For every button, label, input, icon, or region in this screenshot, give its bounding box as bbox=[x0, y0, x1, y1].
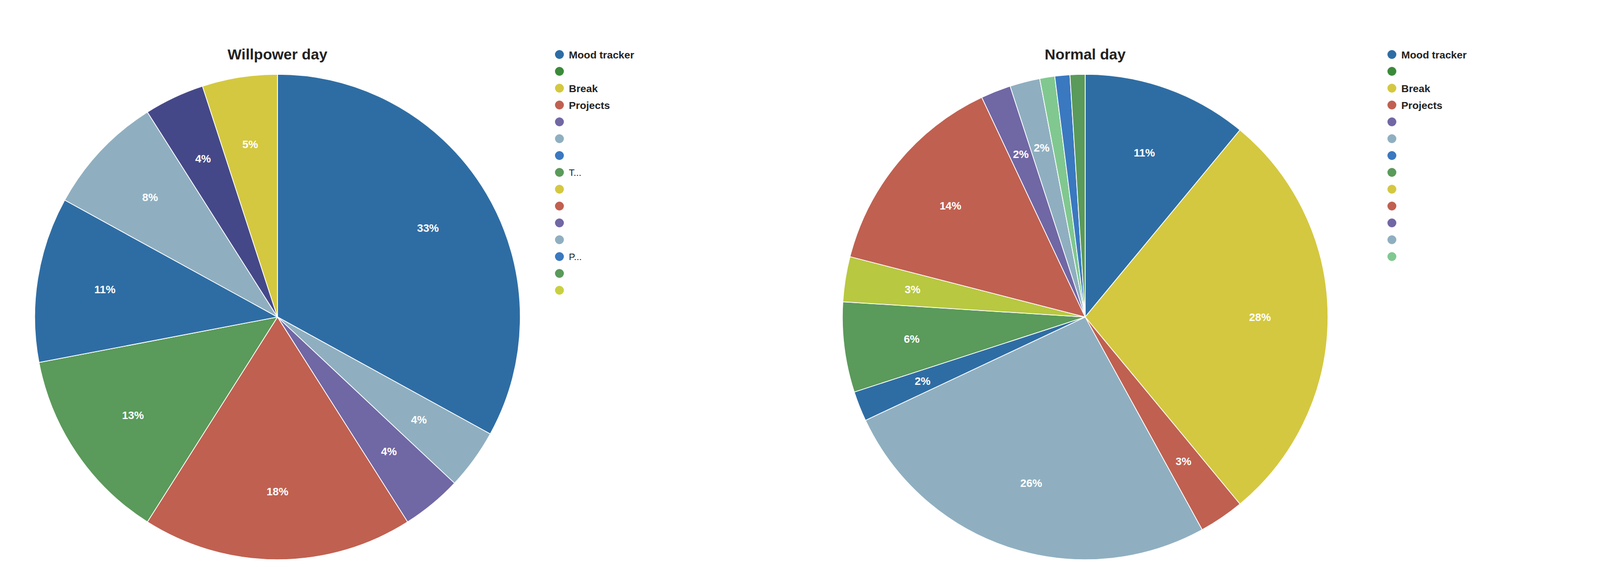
slice-labels: 33% 4% 4% 18% 13% 11% 8% 4% 5% bbox=[94, 138, 440, 498]
legend-label: Projects bbox=[1401, 99, 1443, 111]
legend-label: P... bbox=[568, 251, 582, 263]
pie-slice bbox=[842, 301, 1086, 392]
data-label: 26% bbox=[1020, 477, 1043, 490]
legend-label: Mood tracker bbox=[1401, 49, 1467, 61]
legend-marker bbox=[554, 83, 564, 93]
legend-marker bbox=[554, 117, 564, 127]
pie-slice bbox=[1069, 74, 1086, 318]
slice-labels: 11% 28% 3% 26% 2% 6% 3% 14% 2% 2% bbox=[903, 141, 1271, 490]
legend-label: T... bbox=[568, 167, 582, 178]
legend-marker bbox=[554, 252, 564, 262]
pie-chart: Normal day 11% 28% 3% 26% 2% 6% 3% 14% 2% 2% bbox=[842, 46, 1328, 560]
data-label: 3% bbox=[904, 283, 921, 296]
legend-label: Break bbox=[1401, 82, 1431, 95]
legend-marker bbox=[1387, 218, 1397, 228]
data-label: 8% bbox=[142, 191, 159, 204]
legend-label: Mood tracker bbox=[568, 49, 635, 61]
data-label: 2% bbox=[1012, 148, 1029, 161]
slices bbox=[842, 74, 1328, 560]
data-label: 2% bbox=[914, 375, 931, 388]
legend-marker bbox=[554, 167, 564, 177]
legend-marker bbox=[554, 100, 564, 110]
data-label: 14% bbox=[939, 199, 962, 213]
chart-title: Willpower day bbox=[227, 46, 328, 63]
legend-marker bbox=[554, 50, 564, 59]
slices bbox=[34, 74, 521, 560]
legend-label: Break bbox=[568, 82, 599, 95]
legend-marker bbox=[1387, 83, 1397, 93]
legend-marker bbox=[1387, 167, 1397, 177]
legend-marker bbox=[554, 235, 564, 245]
pie-chart: Willpower day 33% 4% 4% 18% 13% 11% 8% 4% 5% bbox=[34, 46, 521, 560]
data-label: 6% bbox=[903, 332, 920, 346]
legend-marker bbox=[554, 184, 564, 194]
data-label: 11% bbox=[94, 283, 116, 296]
legend-marker bbox=[554, 151, 564, 161]
data-label: 3% bbox=[1175, 455, 1192, 468]
data-label: 18% bbox=[266, 485, 289, 498]
legend-marker bbox=[1387, 66, 1397, 76]
legend-marker bbox=[1387, 201, 1397, 211]
legend-marker bbox=[554, 285, 564, 295]
data-label: 33% bbox=[417, 221, 440, 235]
legend-marker bbox=[554, 218, 564, 228]
pie-slice bbox=[1054, 74, 1086, 318]
data-label: 4% bbox=[381, 445, 397, 458]
legend-marker bbox=[1387, 151, 1397, 161]
chart-canvas: Willpower day 33% 4% 4% 18% 13% 11% 8% 4% 5% Mood … bbox=[0, 0, 1600, 582]
legend-marker bbox=[554, 269, 564, 278]
legend-marker bbox=[1387, 252, 1397, 262]
legend-marker bbox=[1387, 235, 1397, 245]
legend-marker bbox=[554, 66, 564, 76]
data-label: 28% bbox=[1249, 311, 1271, 324]
data-label: 4% bbox=[195, 152, 212, 166]
data-label: 13% bbox=[121, 409, 144, 422]
legend-marker bbox=[554, 201, 564, 211]
data-label: 2% bbox=[1033, 141, 1050, 155]
legend: Mood tracker Break Projects T... P... bbox=[554, 49, 635, 296]
data-label: 4% bbox=[411, 413, 428, 427]
legend-marker bbox=[1387, 100, 1397, 110]
pie-slice bbox=[202, 74, 278, 318]
legend-marker bbox=[1387, 50, 1397, 59]
legend-label: Projects bbox=[568, 99, 610, 111]
background bbox=[0, 0, 1600, 582]
legend: Mood tracker Break Projects bbox=[1387, 49, 1467, 262]
legend-marker bbox=[1387, 134, 1397, 144]
chart-title: Normal day bbox=[1044, 46, 1126, 63]
legend-marker bbox=[554, 134, 564, 144]
data-label: 11% bbox=[1133, 146, 1156, 160]
legend-marker bbox=[1387, 117, 1397, 127]
legend-marker bbox=[1387, 184, 1397, 194]
data-label: 5% bbox=[242, 138, 259, 151]
